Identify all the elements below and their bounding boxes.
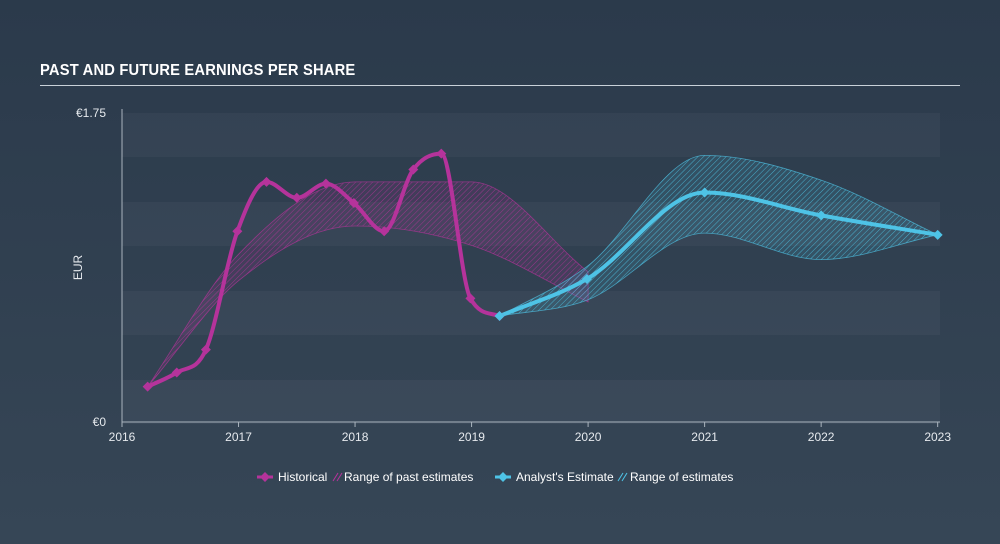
estimate-point[interactable] bbox=[494, 311, 505, 322]
estimate-ranges bbox=[147, 154, 939, 387]
x-tick-label: 2023 bbox=[924, 430, 951, 444]
grid-band bbox=[122, 380, 940, 424]
estimate-marker-swatch bbox=[498, 472, 508, 482]
historical-point[interactable] bbox=[408, 164, 419, 175]
series-points bbox=[142, 148, 943, 392]
x-tick-label: 2020 bbox=[575, 430, 602, 444]
historical-point[interactable] bbox=[291, 192, 302, 203]
historical-point[interactable] bbox=[142, 381, 153, 392]
historical-point[interactable] bbox=[436, 148, 447, 159]
estimate-point[interactable] bbox=[816, 210, 827, 221]
estimate-point[interactable] bbox=[932, 229, 943, 240]
historical-point[interactable] bbox=[171, 367, 182, 378]
legend-estimate-range[interactable]: Range of estimates bbox=[630, 470, 733, 484]
historical-point[interactable] bbox=[379, 226, 390, 237]
estimate-point[interactable] bbox=[581, 273, 592, 284]
title-divider bbox=[40, 85, 960, 86]
y-tick-label: €1.75 bbox=[76, 106, 106, 120]
historical-point[interactable] bbox=[465, 293, 476, 304]
chart-title: PAST AND FUTURE EARNINGS PER SHARE bbox=[40, 62, 356, 79]
historical-point[interactable] bbox=[348, 198, 359, 209]
grid-band bbox=[122, 113, 940, 157]
legend: Historical Range of past estimates Analyst… bbox=[257, 470, 733, 484]
y-tick-label: €0 bbox=[93, 415, 107, 429]
past-range-hatch-swatch bbox=[332, 472, 339, 482]
estimate-range-hatch-swatch bbox=[617, 472, 624, 482]
x-tick-label: 2021 bbox=[691, 430, 718, 444]
historical-point[interactable] bbox=[200, 344, 211, 355]
historical-marker-swatch bbox=[260, 472, 270, 482]
estimate-range-hatch-swatch bbox=[621, 472, 628, 482]
legend-historical[interactable]: Historical bbox=[278, 470, 327, 484]
historical-point[interactable] bbox=[261, 176, 272, 187]
past-range-hatch-swatch bbox=[336, 472, 343, 482]
x-tick-label: 2018 bbox=[342, 430, 369, 444]
x-tick-label: 2017 bbox=[225, 430, 252, 444]
legend-analyst-estimate[interactable]: Analyst's Estimate bbox=[516, 470, 614, 484]
historical-point[interactable] bbox=[320, 178, 331, 189]
x-tick-label: 2022 bbox=[808, 430, 835, 444]
estimate-point[interactable] bbox=[699, 187, 710, 198]
historical-point[interactable] bbox=[232, 226, 243, 237]
x-tick-label: 2019 bbox=[458, 430, 485, 444]
legend-past-range[interactable]: Range of past estimates bbox=[344, 470, 473, 484]
grid-band bbox=[122, 291, 940, 335]
y-axis-label: EUR bbox=[71, 255, 85, 281]
x-tick-label: 2016 bbox=[109, 430, 136, 444]
